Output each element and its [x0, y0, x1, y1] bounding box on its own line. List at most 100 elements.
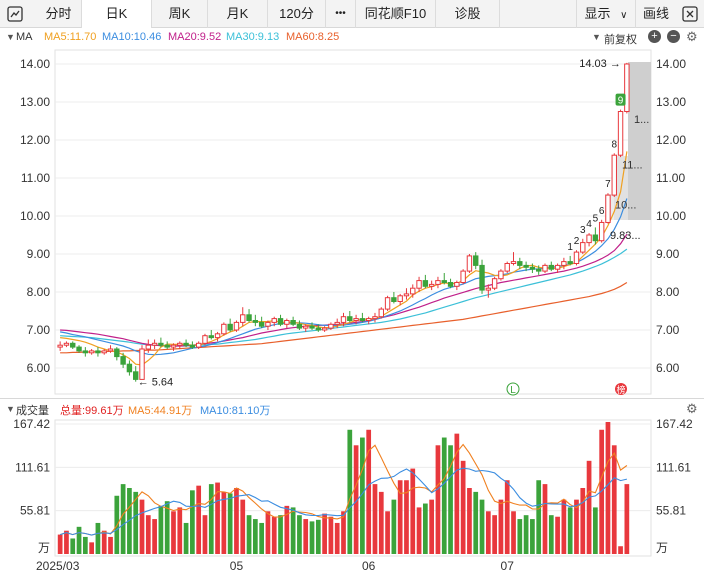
- candle-body: [107, 348, 114, 352]
- candle: [573, 250, 580, 266]
- tab-intraday[interactable]: 分时: [36, 0, 82, 28]
- candle: [189, 341, 196, 349]
- volume-bar: [265, 511, 271, 554]
- volume-bar: [397, 480, 403, 554]
- candle: [290, 316, 296, 327]
- candle-body: [271, 318, 277, 323]
- price-tick-left: 12.00: [20, 133, 50, 147]
- volume-bar: [303, 519, 309, 554]
- candle: [258, 316, 265, 329]
- candle-body: [454, 282, 460, 287]
- window-icon[interactable]: [7, 6, 23, 22]
- candle: [567, 255, 573, 266]
- tab-monthly-k[interactable]: 月K: [208, 0, 268, 28]
- volume-bar: [297, 515, 302, 554]
- count-badge-9: [615, 93, 626, 106]
- collapse-icon[interactable]: ▼: [6, 32, 15, 42]
- volume-bar: [82, 536, 88, 554]
- tab-f10[interactable]: 同花顺F10: [356, 0, 436, 28]
- settings-gear-icon[interactable]: ⚙: [686, 29, 698, 44]
- candle-body: [101, 350, 107, 354]
- candle: [580, 238, 586, 254]
- candle: [145, 339, 152, 353]
- price-tick-right: 6.00: [656, 361, 680, 375]
- volume-bar: [284, 505, 290, 554]
- candle-body: [428, 283, 435, 287]
- candle-body: [63, 342, 70, 346]
- candle: [473, 252, 479, 270]
- candle-body: [177, 342, 183, 346]
- adjust-chevron-icon[interactable]: ▼: [592, 32, 601, 42]
- draw-line-button[interactable]: 画线: [642, 6, 669, 21]
- candle: [114, 347, 120, 361]
- candle: [435, 276, 441, 289]
- candle: [107, 345, 114, 353]
- candle: [101, 349, 107, 355]
- tab-diagnose[interactable]: 诊股: [436, 0, 500, 28]
- zoom-out-icon[interactable]: −: [667, 30, 680, 43]
- volume-bar: [227, 493, 233, 554]
- x-axis-label: 05: [230, 559, 244, 573]
- candle-body: [214, 333, 221, 339]
- bang-marker-circle: [615, 383, 627, 395]
- candle-body: [510, 261, 517, 265]
- zoom-in-icon[interactable]: +: [648, 30, 661, 43]
- candle: [498, 269, 504, 281]
- ma20-label: MA20:9.52: [168, 31, 222, 43]
- volume-bar: [511, 511, 516, 554]
- volume-ma5: MA5:44.91万: [128, 405, 193, 417]
- volume-chart[interactable]: 167.42 167.42 111.61 111.61 55.81 55.81 万 万 202…: [0, 418, 704, 576]
- volume-bar: [391, 499, 397, 554]
- candle: [95, 347, 101, 357]
- candle-body: [145, 344, 152, 350]
- candle-body: [573, 251, 580, 265]
- candle: [158, 337, 164, 348]
- candle: [120, 352, 126, 368]
- candle: [284, 318, 290, 329]
- candle-body: [460, 270, 466, 284]
- tab-weekly-k[interactable]: 周K: [152, 0, 208, 28]
- count-label: 7: [605, 179, 611, 190]
- candle: [321, 326, 328, 332]
- price-tick-left: 6.00: [27, 361, 51, 375]
- volume-bar: [101, 530, 107, 554]
- candle: [252, 314, 259, 327]
- volume-settings-gear-icon[interactable]: ⚙: [686, 401, 698, 416]
- price-tick-right: 12.00: [656, 133, 686, 147]
- count-label: 8: [611, 139, 617, 150]
- ma60-line: [60, 281, 628, 354]
- candle-body: [523, 264, 529, 268]
- price-plot-area: [54, 49, 652, 395]
- candle: [592, 227, 599, 245]
- candle-body: [126, 363, 133, 373]
- candle-body: [88, 350, 95, 354]
- close-icon[interactable]: [682, 6, 698, 22]
- price-chart[interactable]: 14.00 13.00 12.00 11.00 10.00 9.00 8.00 7.00 6.0…: [0, 46, 704, 398]
- candle: [271, 316, 277, 327]
- volume-bar: [530, 519, 535, 554]
- volume-bar: [441, 437, 447, 554]
- x-axis-label: 2025/03: [36, 559, 80, 573]
- candle-body: [605, 194, 611, 223]
- candle: [315, 324, 322, 332]
- adjust-mode-button[interactable]: 前复权: [604, 34, 637, 46]
- tab-daily-k[interactable]: 日K: [82, 0, 152, 28]
- candle-body: [580, 242, 586, 253]
- volume-total: 总量:99.61万: [60, 405, 124, 417]
- display-menu-button[interactable]: 显示 ∨: [576, 0, 636, 28]
- candle: [554, 263, 561, 273]
- candle: [347, 311, 353, 323]
- volume-bar: [158, 505, 164, 554]
- more-tabs-button[interactable]: •••: [326, 0, 356, 28]
- tab-120min[interactable]: 120分: [268, 0, 326, 28]
- volume-bar: [360, 437, 365, 554]
- candle-body: [195, 342, 202, 348]
- candle: [422, 274, 429, 289]
- volume-collapse-icon[interactable]: ▼: [6, 404, 15, 414]
- price-tick-left: 9.00: [27, 247, 51, 261]
- price-tick-right: 13.00: [656, 95, 686, 109]
- volume-bar: [479, 499, 485, 554]
- volume-bar: [127, 487, 132, 554]
- candle: [617, 109, 624, 158]
- candle-body: [227, 323, 233, 331]
